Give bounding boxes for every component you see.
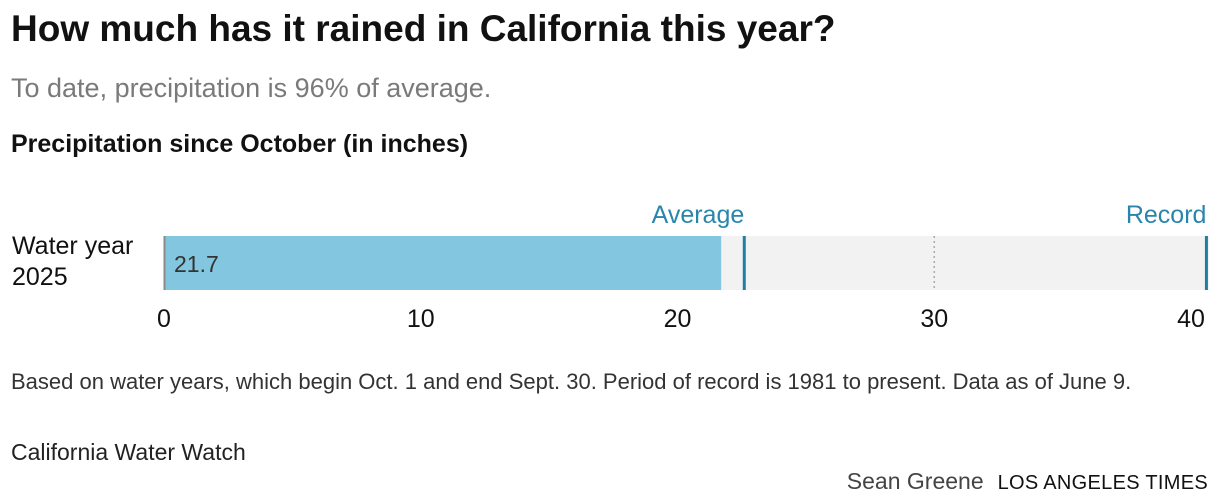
category-label: Water year 2025 [12, 232, 133, 291]
x-tick-label: 20 [664, 305, 692, 333]
chart-title: Precipitation since October (in inches) [11, 130, 469, 158]
precipitation-bar-chart: 21.7 Average Record Water year 2025 0 10 20 30 40 [12, 201, 1209, 333]
footnote: Based on water years, which begin Oct. 1… [11, 369, 1132, 394]
reference-label-average: Average [652, 201, 745, 229]
subtitle: To date, precipitation is 96% of average… [11, 73, 492, 103]
bar-value-label: 21.7 [174, 251, 219, 277]
x-tick-label: 0 [157, 305, 171, 333]
x-tick-label: 40 [1177, 305, 1205, 333]
credit: Sean Greene LOS ANGELES TIMES [847, 466, 1208, 498]
data-bar [164, 236, 722, 290]
x-tick-label: 10 [407, 305, 435, 333]
headline: How much has it rained in California thi… [11, 8, 836, 49]
source-label: California Water Watch [11, 439, 246, 465]
byline: Sean Greene [846, 468, 984, 494]
organization-name: LOS ANGELES TIMES [997, 472, 1208, 494]
x-tick-label: 30 [920, 305, 948, 333]
reference-label-record: Record [1126, 201, 1207, 229]
